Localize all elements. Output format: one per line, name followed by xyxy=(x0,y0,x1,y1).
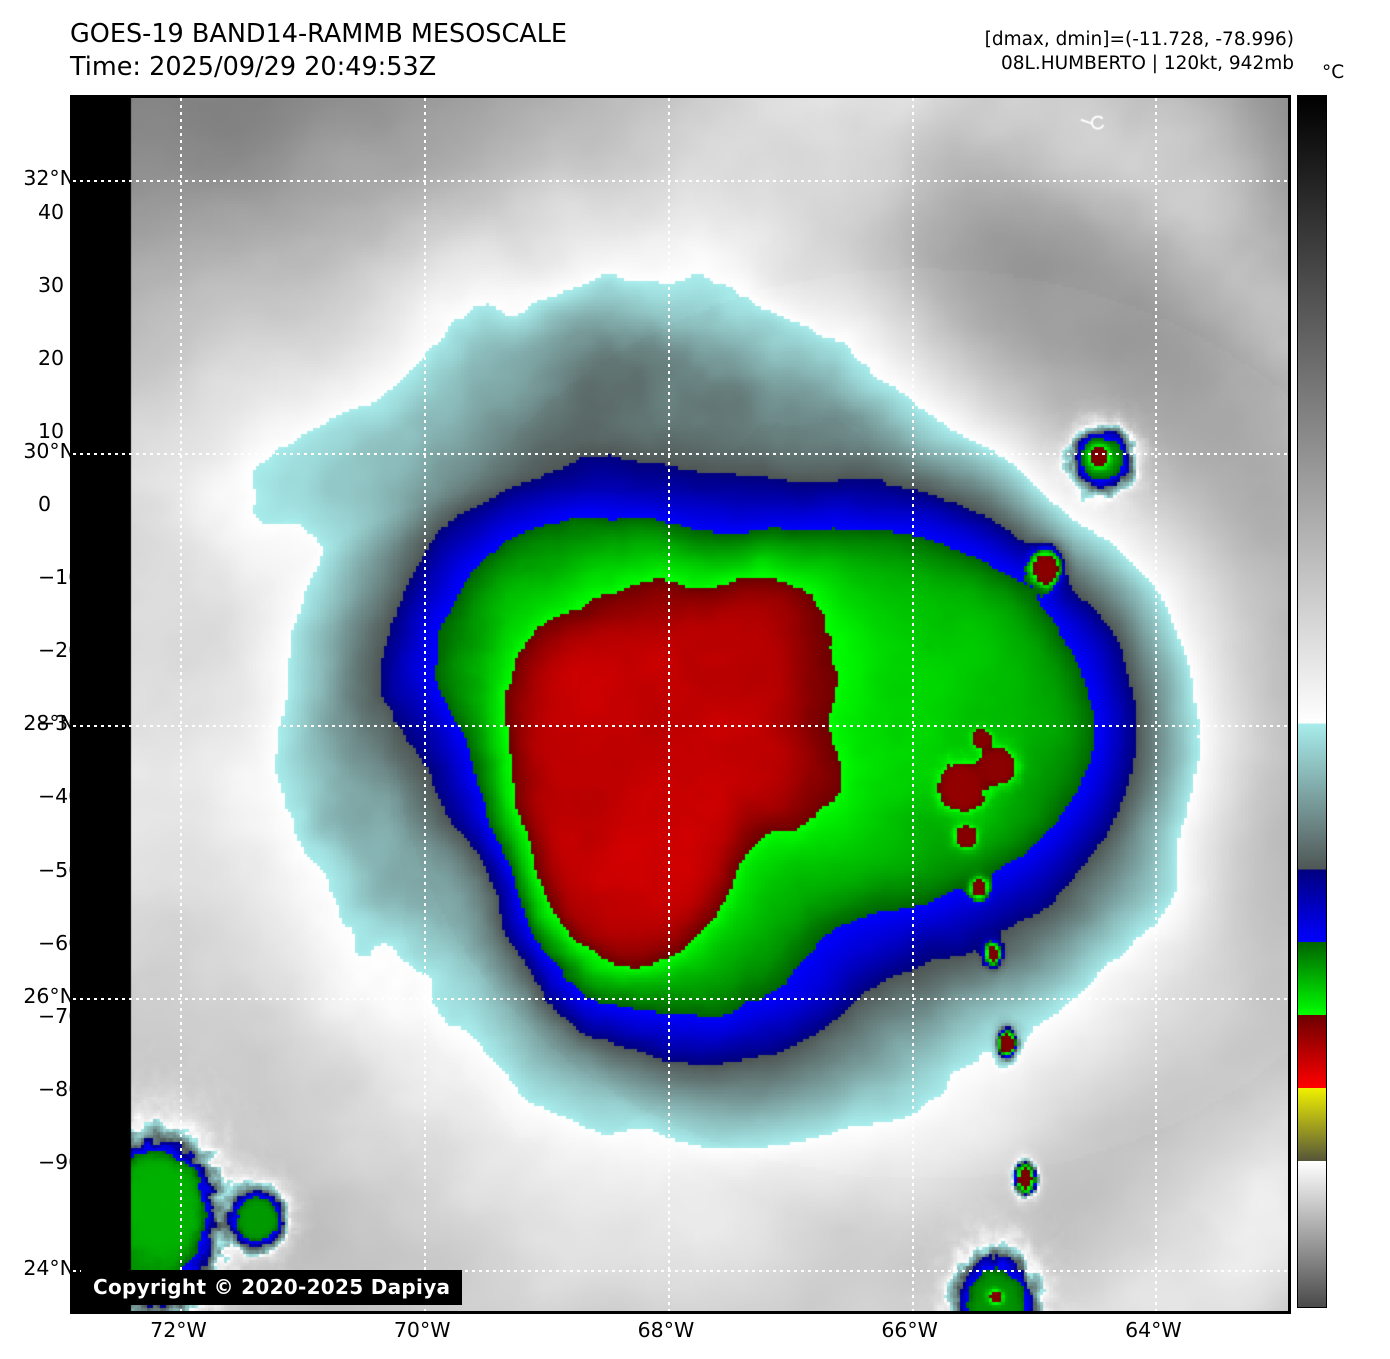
colorbar-tick-label: 40 xyxy=(38,199,65,224)
latitude-tick-label: 24°N xyxy=(23,1256,75,1281)
colorbar-unit-label: °C xyxy=(1322,62,1345,83)
plot-clip xyxy=(73,98,1288,1311)
latitude-tick-label: 30°N xyxy=(23,438,75,463)
colorbar-tick-label: 20 xyxy=(38,346,65,371)
colorbar-tick-label: 10 xyxy=(38,419,65,444)
header-meta-block: [dmax, dmin]=(-11.728, -78.996) 08L.HUMB… xyxy=(985,28,1294,77)
colorbar-tick-label: −10 xyxy=(38,565,82,590)
latitude-tick-label: 28°N xyxy=(23,711,75,736)
colorbar-tick-label: −40 xyxy=(38,784,82,809)
longitude-tick-label: 70°W xyxy=(393,1318,451,1342)
longitude-tick-label: 68°W xyxy=(637,1318,695,1342)
longitude-tick-label: 64°W xyxy=(1125,1318,1182,1342)
longitude-tick-label: 72°W xyxy=(150,1318,207,1342)
colorbar-tick-label: −70 xyxy=(38,1003,82,1028)
latitude-tick-label: 32°N xyxy=(23,166,75,191)
dmax-dmin-label: [dmax, dmin]=(-11.728, -78.996) xyxy=(984,29,1294,50)
colorbar-tick-label: −90 xyxy=(38,1149,82,1174)
timestamp-label: Time: 2025/09/29 20:49:53Z xyxy=(70,52,437,83)
satellite-imagery-canvas xyxy=(73,98,1288,1311)
colorbar-tick-label: −20 xyxy=(38,638,82,663)
header-title-block: GOES-19 BAND14-RAMMB MESOSCALE Time: 202… xyxy=(70,18,567,84)
longitude-tick-label: 66°W xyxy=(881,1318,938,1342)
temperature-colorbar xyxy=(1297,95,1327,1308)
colorbar-tick-label: −30 xyxy=(38,711,82,736)
satellite-image-plot: Copyright © 2020-2025 Dapiya xyxy=(70,95,1291,1314)
colorbar-tick-label: −60 xyxy=(38,930,82,955)
copyright-watermark: Copyright © 2020-2025 Dapiya xyxy=(81,1270,463,1305)
colorbar-tick-label: −80 xyxy=(38,1076,82,1101)
colorbar-tick-label: 0 xyxy=(38,492,52,517)
latitude-tick-label: 26°N xyxy=(23,983,75,1008)
colorbar-frame xyxy=(1297,95,1327,1308)
storm-info-label: 08L.HUMBERTO | 120kt, 942mb xyxy=(1000,53,1294,75)
colorbar-gradient xyxy=(1298,96,1326,1307)
page-title: GOES-19 BAND14-RAMMB MESOSCALE xyxy=(70,19,568,49)
colorbar-tick-label: −50 xyxy=(38,857,82,882)
colorbar-tick-label: 30 xyxy=(38,272,65,297)
